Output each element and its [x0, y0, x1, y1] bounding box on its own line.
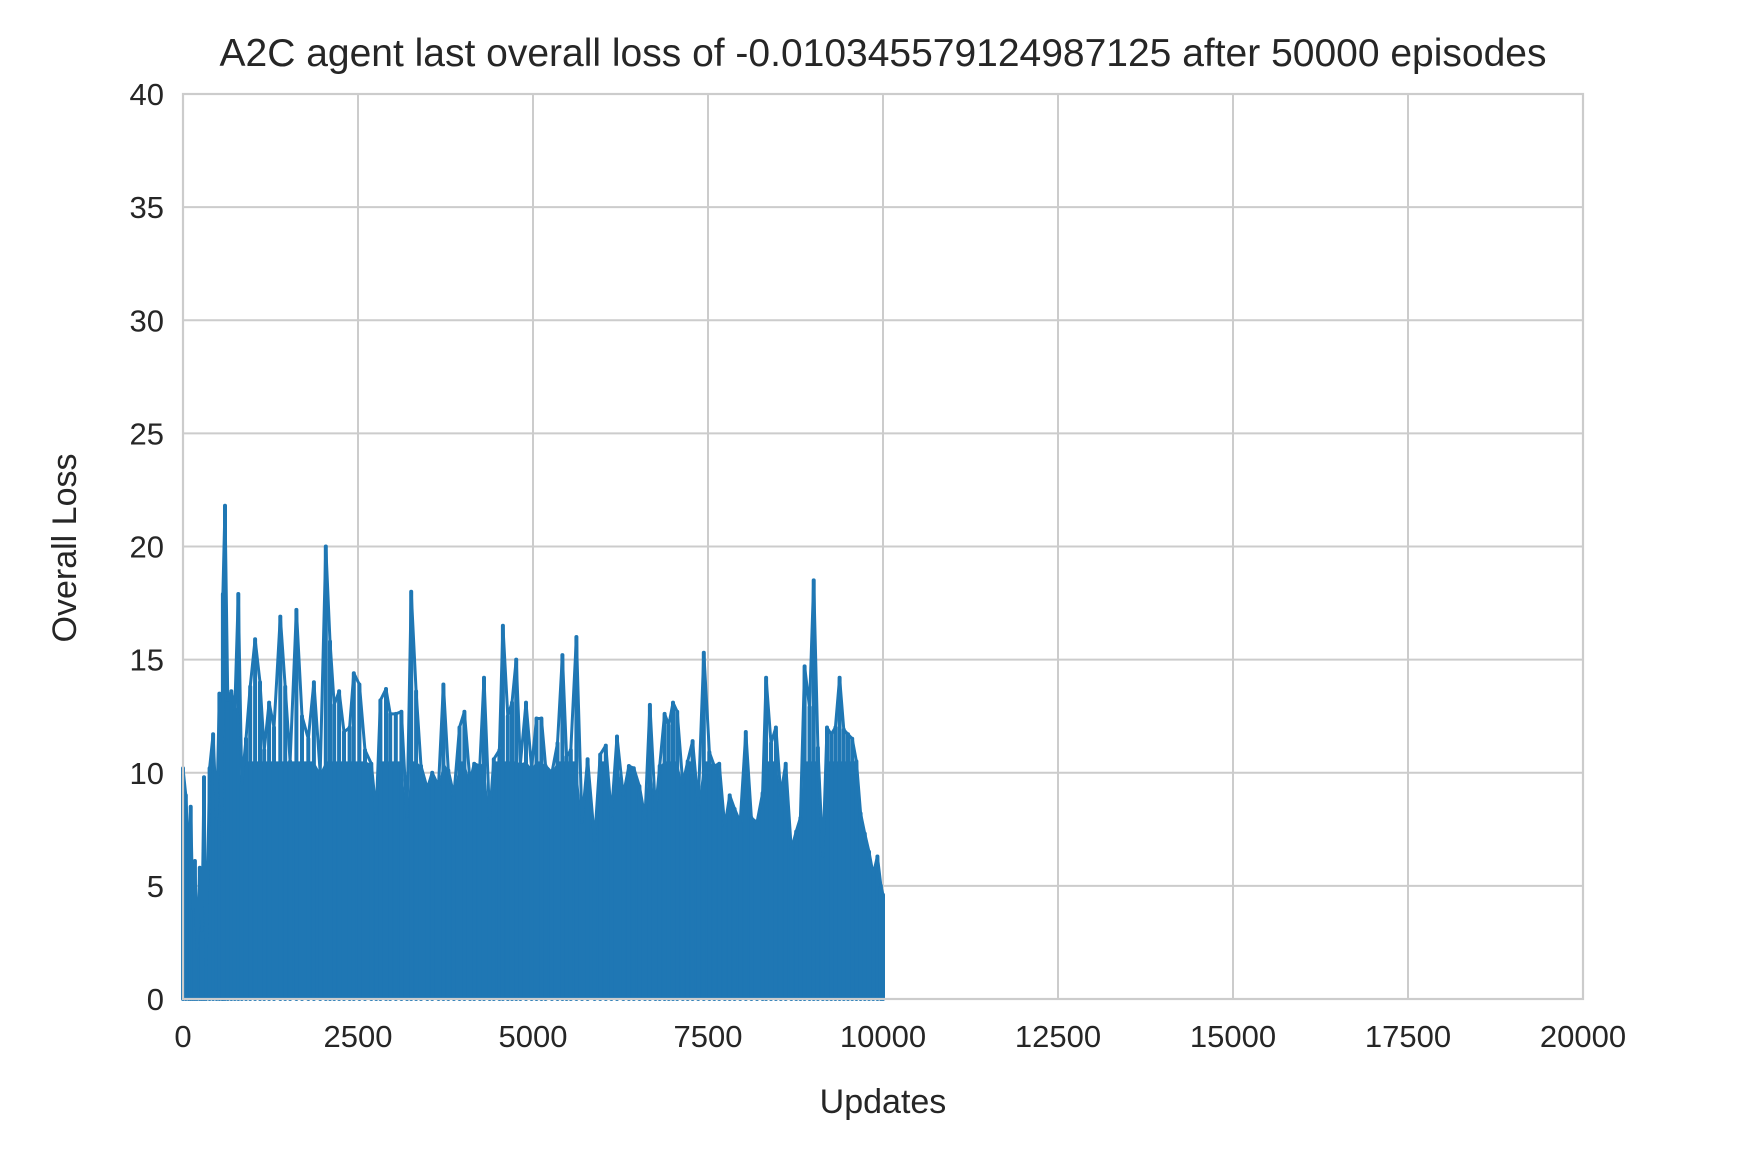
y-tick-label: 25: [130, 416, 164, 451]
y-tick-label: 30: [130, 303, 164, 338]
chart-title: A2C agent last overall loss of -0.010345…: [220, 32, 1547, 75]
y-tick-label: 5: [147, 869, 164, 904]
x-tick-labels: 0 2500 5000 7500 10000 12500 15000 17500 20000: [174, 1019, 1626, 1054]
x-axis-label: Updates: [820, 1083, 947, 1121]
y-tick-label: 40: [130, 77, 164, 112]
x-tick-label: 5000: [499, 1019, 568, 1054]
y-tick-label: 15: [130, 643, 164, 678]
x-tick-label: 0: [174, 1019, 191, 1054]
x-tick-label: 15000: [1190, 1019, 1276, 1054]
y-tick-label: 20: [130, 530, 164, 565]
x-tick-label: 20000: [1540, 1019, 1626, 1054]
plot-frame: [181, 92, 1585, 1001]
y-axis-label: Overall Loss: [46, 454, 84, 643]
y-tick-label: 35: [130, 190, 164, 225]
x-tick-label: 7500: [674, 1019, 743, 1054]
x-tick-label: 17500: [1365, 1019, 1451, 1054]
x-tick-label: 10000: [840, 1019, 926, 1054]
y-tick-label: 0: [147, 982, 164, 1017]
y-tick-label: 10: [130, 756, 164, 791]
loss-line: [181, 504, 885, 967]
x-tick-label: 12500: [1015, 1019, 1101, 1054]
x-tick-label: 2500: [324, 1019, 393, 1054]
y-tick-labels: 0 5 10 15 20 25 30 35 40: [130, 77, 164, 1017]
